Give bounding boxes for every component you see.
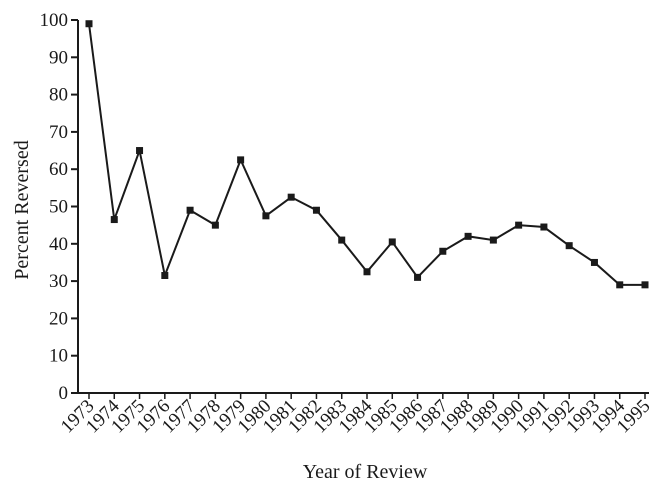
data-point-marker bbox=[85, 20, 93, 28]
y-tick-label: 10 bbox=[49, 346, 68, 367]
data-point-marker bbox=[616, 281, 624, 289]
data-point-marker bbox=[186, 206, 194, 214]
y-tick-label: 30 bbox=[49, 271, 68, 292]
y-tick-label: 80 bbox=[49, 85, 68, 106]
y-tick-label: 70 bbox=[49, 122, 68, 143]
data-point-marker bbox=[262, 212, 270, 220]
data-point-marker bbox=[287, 193, 295, 201]
data-point-marker bbox=[464, 232, 472, 240]
data-point-marker bbox=[641, 281, 649, 289]
y-tick-label: 90 bbox=[49, 47, 68, 68]
y-tick-label: 100 bbox=[40, 10, 69, 31]
data-point-marker bbox=[590, 258, 598, 266]
x-axis-ticks: 1973197419751976197719781979198019811982… bbox=[57, 393, 651, 437]
data-point-marker bbox=[439, 247, 447, 255]
data-point-marker bbox=[312, 206, 320, 214]
data-point-marker bbox=[110, 216, 118, 224]
data-point-marker bbox=[237, 156, 245, 164]
y-tick-label: 0 bbox=[59, 383, 69, 404]
data-point-marker bbox=[388, 238, 396, 246]
data-point-marker bbox=[338, 236, 346, 244]
data-point-marker bbox=[414, 273, 422, 281]
y-tick-label: 20 bbox=[49, 308, 68, 329]
series-line bbox=[88, 23, 645, 286]
y-axis-ticks: 0 10 20 30 40 50 60 70 80 90 100 bbox=[40, 10, 78, 404]
data-point-marker bbox=[136, 147, 144, 155]
series-layer bbox=[85, 20, 649, 289]
x-axis-title: Year of Review bbox=[303, 461, 428, 483]
y-tick-label: 60 bbox=[49, 159, 68, 180]
y-tick-label: 50 bbox=[49, 197, 68, 218]
data-point-marker bbox=[363, 268, 371, 276]
data-point-marker bbox=[565, 242, 573, 250]
data-point-marker bbox=[540, 223, 548, 231]
data-point-marker bbox=[211, 221, 219, 229]
data-point-marker bbox=[489, 236, 497, 244]
data-point-marker bbox=[515, 221, 523, 229]
y-tick-label: 40 bbox=[49, 234, 68, 255]
y-axis-title: Percent Reversed bbox=[11, 140, 33, 279]
data-point-marker bbox=[161, 272, 169, 280]
